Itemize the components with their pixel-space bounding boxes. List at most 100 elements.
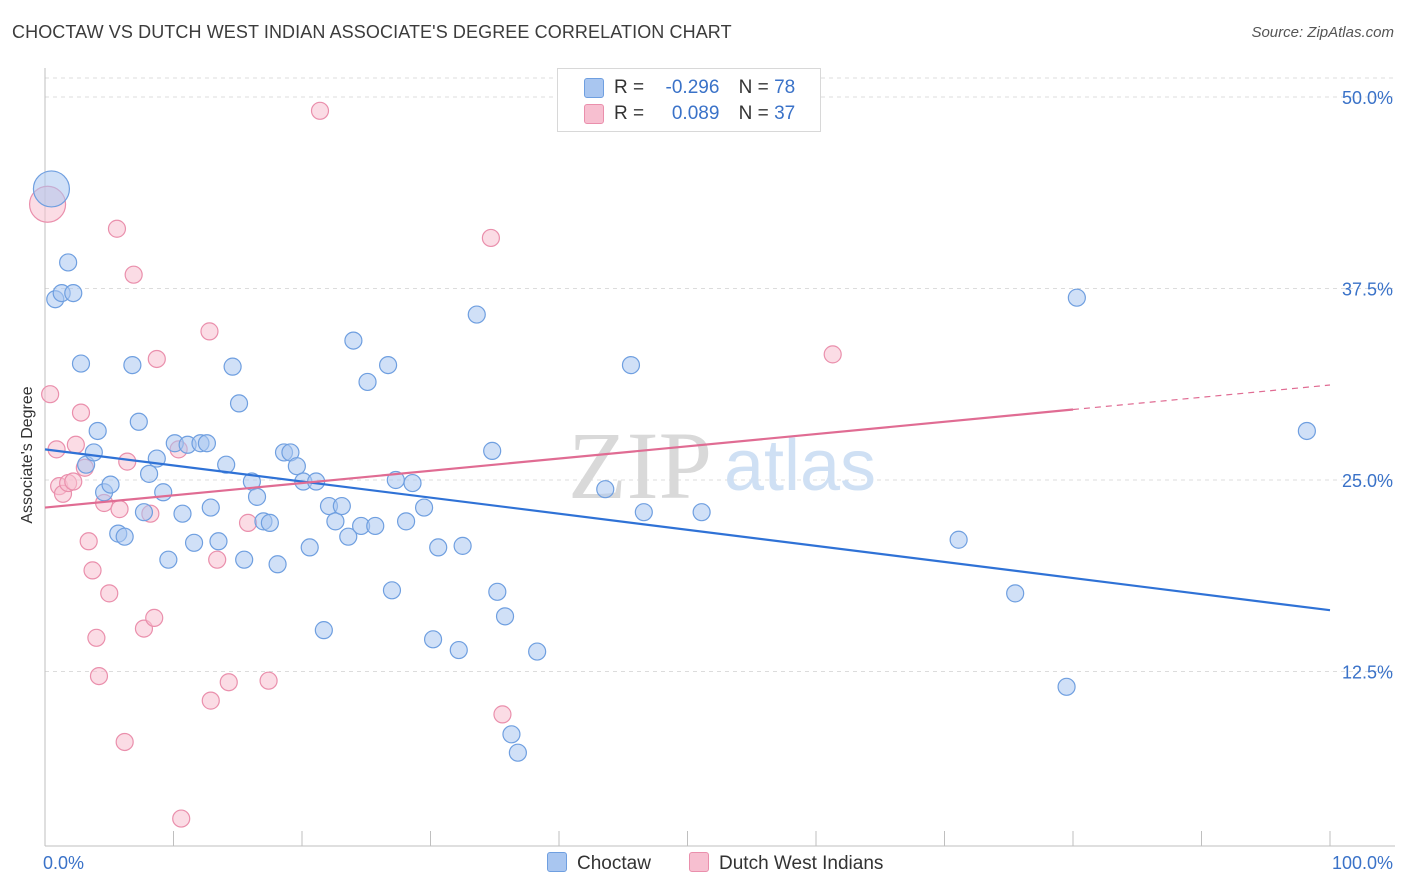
dutch-point-24: [147, 349, 166, 369]
choctaw-r-label: R =: [614, 77, 645, 98]
chart-title: CHOCTAW VS DUTCH WEST INDIAN ASSOCIATE'S…: [12, 22, 732, 42]
dutch-point-11: [83, 561, 102, 580]
dutch-point-31: [238, 513, 258, 532]
choctaw-point-47: [339, 527, 358, 546]
watermark-zip: ZIP: [568, 412, 712, 519]
choctaw-point-39: [287, 457, 306, 476]
dutch-point-19: [118, 452, 137, 471]
choctaw-point-3: [59, 253, 78, 272]
dutch-swatch: [584, 104, 604, 124]
choctaw-r-value: -0.296: [665, 77, 720, 98]
choctaw-point-41: [300, 538, 319, 557]
choctaw-point-10: [101, 475, 120, 494]
choctaw-point-61: [453, 536, 472, 555]
dutch-point-6: [64, 472, 83, 491]
dutch-point-28: [201, 691, 220, 710]
tick-labels: 12.5% 25.0% 37.5% 50.0% 0.0% 100.0%: [43, 88, 1393, 873]
dutch-r-value: 0.089: [671, 103, 720, 124]
choctaw-point-5: [71, 354, 91, 373]
choctaw-point-67: [508, 743, 527, 762]
choctaw-point-72: [692, 503, 711, 522]
choctaw-point-71: [634, 503, 653, 522]
choctaw-point-50: [358, 372, 377, 392]
choctaw-point-64: [488, 582, 507, 601]
choctaw-point-43: [314, 621, 333, 640]
choctaw-point-15: [134, 503, 154, 522]
choctaw-point-26: [201, 498, 220, 517]
choctaw-point-33: [247, 487, 267, 506]
y-tick-label-2: 37.5%: [1342, 280, 1393, 300]
dutch-point-10: [79, 532, 98, 551]
choctaw-points: [32, 170, 1316, 762]
choctaw-point-35: [260, 513, 279, 532]
choctaw-point-73: [949, 530, 968, 549]
choctaw-point-57: [414, 498, 434, 517]
choctaw-point-60: [449, 640, 468, 660]
choctaw-point-68: [528, 642, 547, 661]
choctaw-point-4: [64, 283, 83, 303]
dutch-r-label: R =: [614, 103, 645, 124]
bottom-dutch-swatch: [689, 852, 709, 872]
bottom-legend-choctaw: Choctaw: [547, 852, 651, 875]
choctaw-point-28: [217, 455, 236, 474]
choctaw-point-62: [467, 305, 486, 324]
dutch-n-value: 37: [774, 103, 796, 124]
dutch-n-label: N =: [738, 103, 769, 124]
choctaw-point-7: [84, 443, 103, 462]
dutch-point-27: [200, 322, 219, 341]
dutch-point-23: [145, 608, 164, 627]
choctaw-swatch: [584, 78, 604, 98]
choctaw-point-59: [429, 538, 448, 557]
choctaw-point-14: [129, 412, 148, 431]
choctaw-point-76: [1067, 288, 1086, 307]
dutch-point-12: [87, 628, 106, 647]
choctaw-n-label: N =: [738, 77, 769, 98]
dutch-point-17: [110, 500, 129, 519]
choctaw-point-29: [223, 357, 242, 376]
choctaw-point-58: [423, 630, 443, 649]
dutch-point-34: [481, 228, 500, 248]
dutch-point-32: [259, 671, 278, 690]
dutch-point-20: [124, 265, 143, 284]
choctaw-point-18: [154, 483, 173, 502]
watermark-atlas: atlas: [724, 426, 876, 506]
choctaw-point-19: [159, 550, 178, 569]
grid-lines: [45, 77, 1395, 672]
stats-legend: R = -0.296 N = 78 R = 0.089 N = 37: [557, 68, 821, 132]
choctaw-point-8: [88, 421, 107, 441]
dutch-point-7: [66, 435, 85, 454]
dutch-point-26: [172, 809, 191, 828]
choctaw-point-31: [235, 550, 254, 569]
choctaw-point-75: [1057, 677, 1076, 696]
choctaw-point-25: [197, 434, 217, 453]
dutch-trend-extension: [1072, 384, 1331, 411]
dutch-point-1: [41, 385, 60, 404]
dutch-point-33: [310, 101, 330, 120]
choctaw-point-63: [483, 441, 502, 460]
source-label: Source: ZipAtlas.com: [1251, 24, 1394, 41]
choctaw-point-66: [502, 725, 521, 744]
bottom-choctaw-label: Choctaw: [577, 853, 651, 874]
choctaw-point-27: [209, 532, 228, 551]
trend-lines: [44, 384, 1331, 612]
axes: [44, 68, 1395, 847]
choctaw-point-21: [173, 504, 192, 523]
dutch-point-36: [823, 345, 842, 364]
choctaw-point-46: [332, 496, 351, 516]
choctaw-point-51: [366, 516, 385, 536]
choctaw-point-56: [403, 473, 422, 493]
dutch-point-8: [71, 403, 91, 422]
choctaw-point-69: [596, 480, 615, 499]
bottom-choctaw-swatch: [547, 852, 567, 872]
choctaw-point-23: [184, 533, 204, 552]
choctaw-point-48: [344, 331, 363, 350]
y-tick-label-0: 12.5%: [1342, 663, 1393, 683]
choctaw-point-65: [495, 607, 515, 626]
choctaw-point-16: [139, 464, 159, 483]
choctaw-trend-line: [44, 448, 1331, 612]
choctaw-point-70: [621, 356, 641, 375]
x-tick-label-1: 100.0%: [1332, 853, 1393, 873]
choctaw-point-13: [123, 356, 142, 375]
choctaw-point-0: [32, 170, 71, 208]
dutch-point-30: [219, 673, 238, 692]
